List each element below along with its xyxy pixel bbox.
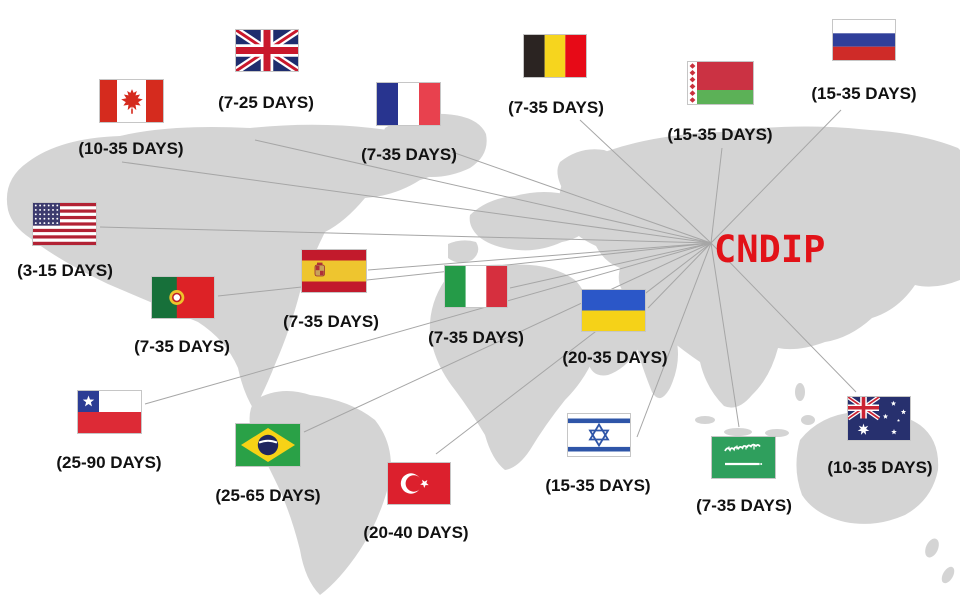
days-label-belarus: (15-35 DAYS) bbox=[667, 125, 773, 144]
shipping-line-ukraine bbox=[647, 242, 712, 309]
days-label-portugal: (7-35 DAYS) bbox=[134, 337, 230, 356]
days-label-australia: (10-35 DAYS) bbox=[827, 458, 933, 477]
flag-canada-icon bbox=[100, 80, 163, 122]
days-label-canada: (10-35 DAYS) bbox=[78, 139, 184, 158]
days-label-belgium: (7-35 DAYS) bbox=[508, 98, 604, 117]
days-label-saudi: (7-35 DAYS) bbox=[696, 496, 792, 515]
flag-turkey-icon bbox=[388, 463, 450, 504]
flag-italy-icon bbox=[445, 266, 507, 307]
shipping-line-italy bbox=[509, 242, 712, 289]
flag-saudi-icon bbox=[712, 437, 775, 478]
flag-australia-icon bbox=[848, 397, 910, 440]
days-label-chile: (25-90 DAYS) bbox=[56, 453, 162, 472]
shipping-line-israel bbox=[636, 242, 712, 438]
flag-usa-icon bbox=[33, 203, 96, 245]
shipping-line-uk bbox=[254, 139, 712, 244]
flag-portugal-icon bbox=[152, 277, 214, 318]
shipping-line-russia bbox=[710, 109, 842, 244]
shipping-line-spain bbox=[367, 242, 712, 271]
days-label-spain: (7-35 DAYS) bbox=[283, 312, 379, 331]
shipping-line-usa bbox=[99, 226, 712, 244]
flag-russia-icon bbox=[833, 20, 895, 60]
days-label-usa: (3-15 DAYS) bbox=[17, 261, 113, 280]
flag-israel-icon bbox=[568, 414, 630, 456]
flag-belarus-icon bbox=[688, 62, 753, 104]
days-label-france: (7-35 DAYS) bbox=[361, 145, 457, 164]
days-label-brazil: (25-65 DAYS) bbox=[215, 486, 321, 505]
shipping-line-chile bbox=[144, 242, 712, 405]
shipping-line-saudi bbox=[710, 242, 740, 428]
days-label-italy: (7-35 DAYS) bbox=[428, 328, 524, 347]
days-label-turkey: (20-40 DAYS) bbox=[363, 523, 469, 542]
shipping-line-belarus bbox=[710, 147, 723, 244]
flag-chile-icon bbox=[78, 391, 141, 433]
shipping-line-turkey bbox=[435, 242, 712, 455]
days-label-israel: (15-35 DAYS) bbox=[545, 476, 651, 495]
days-label-russia: (15-35 DAYS) bbox=[811, 84, 917, 103]
days-label-ukraine: (20-35 DAYS) bbox=[562, 348, 668, 367]
shipping-line-france bbox=[451, 151, 712, 244]
flag-uk-icon bbox=[236, 30, 298, 71]
flag-belgium-icon bbox=[524, 35, 586, 77]
shipping-line-brazil bbox=[303, 242, 712, 433]
flag-ukraine-icon bbox=[582, 290, 645, 331]
flag-spain-icon bbox=[302, 250, 366, 292]
days-label-uk: (7-25 DAYS) bbox=[218, 93, 314, 112]
shipping-line-belgium bbox=[579, 119, 712, 244]
hub-brand-label: CNDIP bbox=[714, 228, 826, 271]
flag-brazil-icon bbox=[236, 424, 300, 466]
shipping-line-australia bbox=[710, 242, 857, 393]
flag-france-icon bbox=[377, 83, 440, 125]
shipping-line-canada bbox=[121, 161, 712, 244]
